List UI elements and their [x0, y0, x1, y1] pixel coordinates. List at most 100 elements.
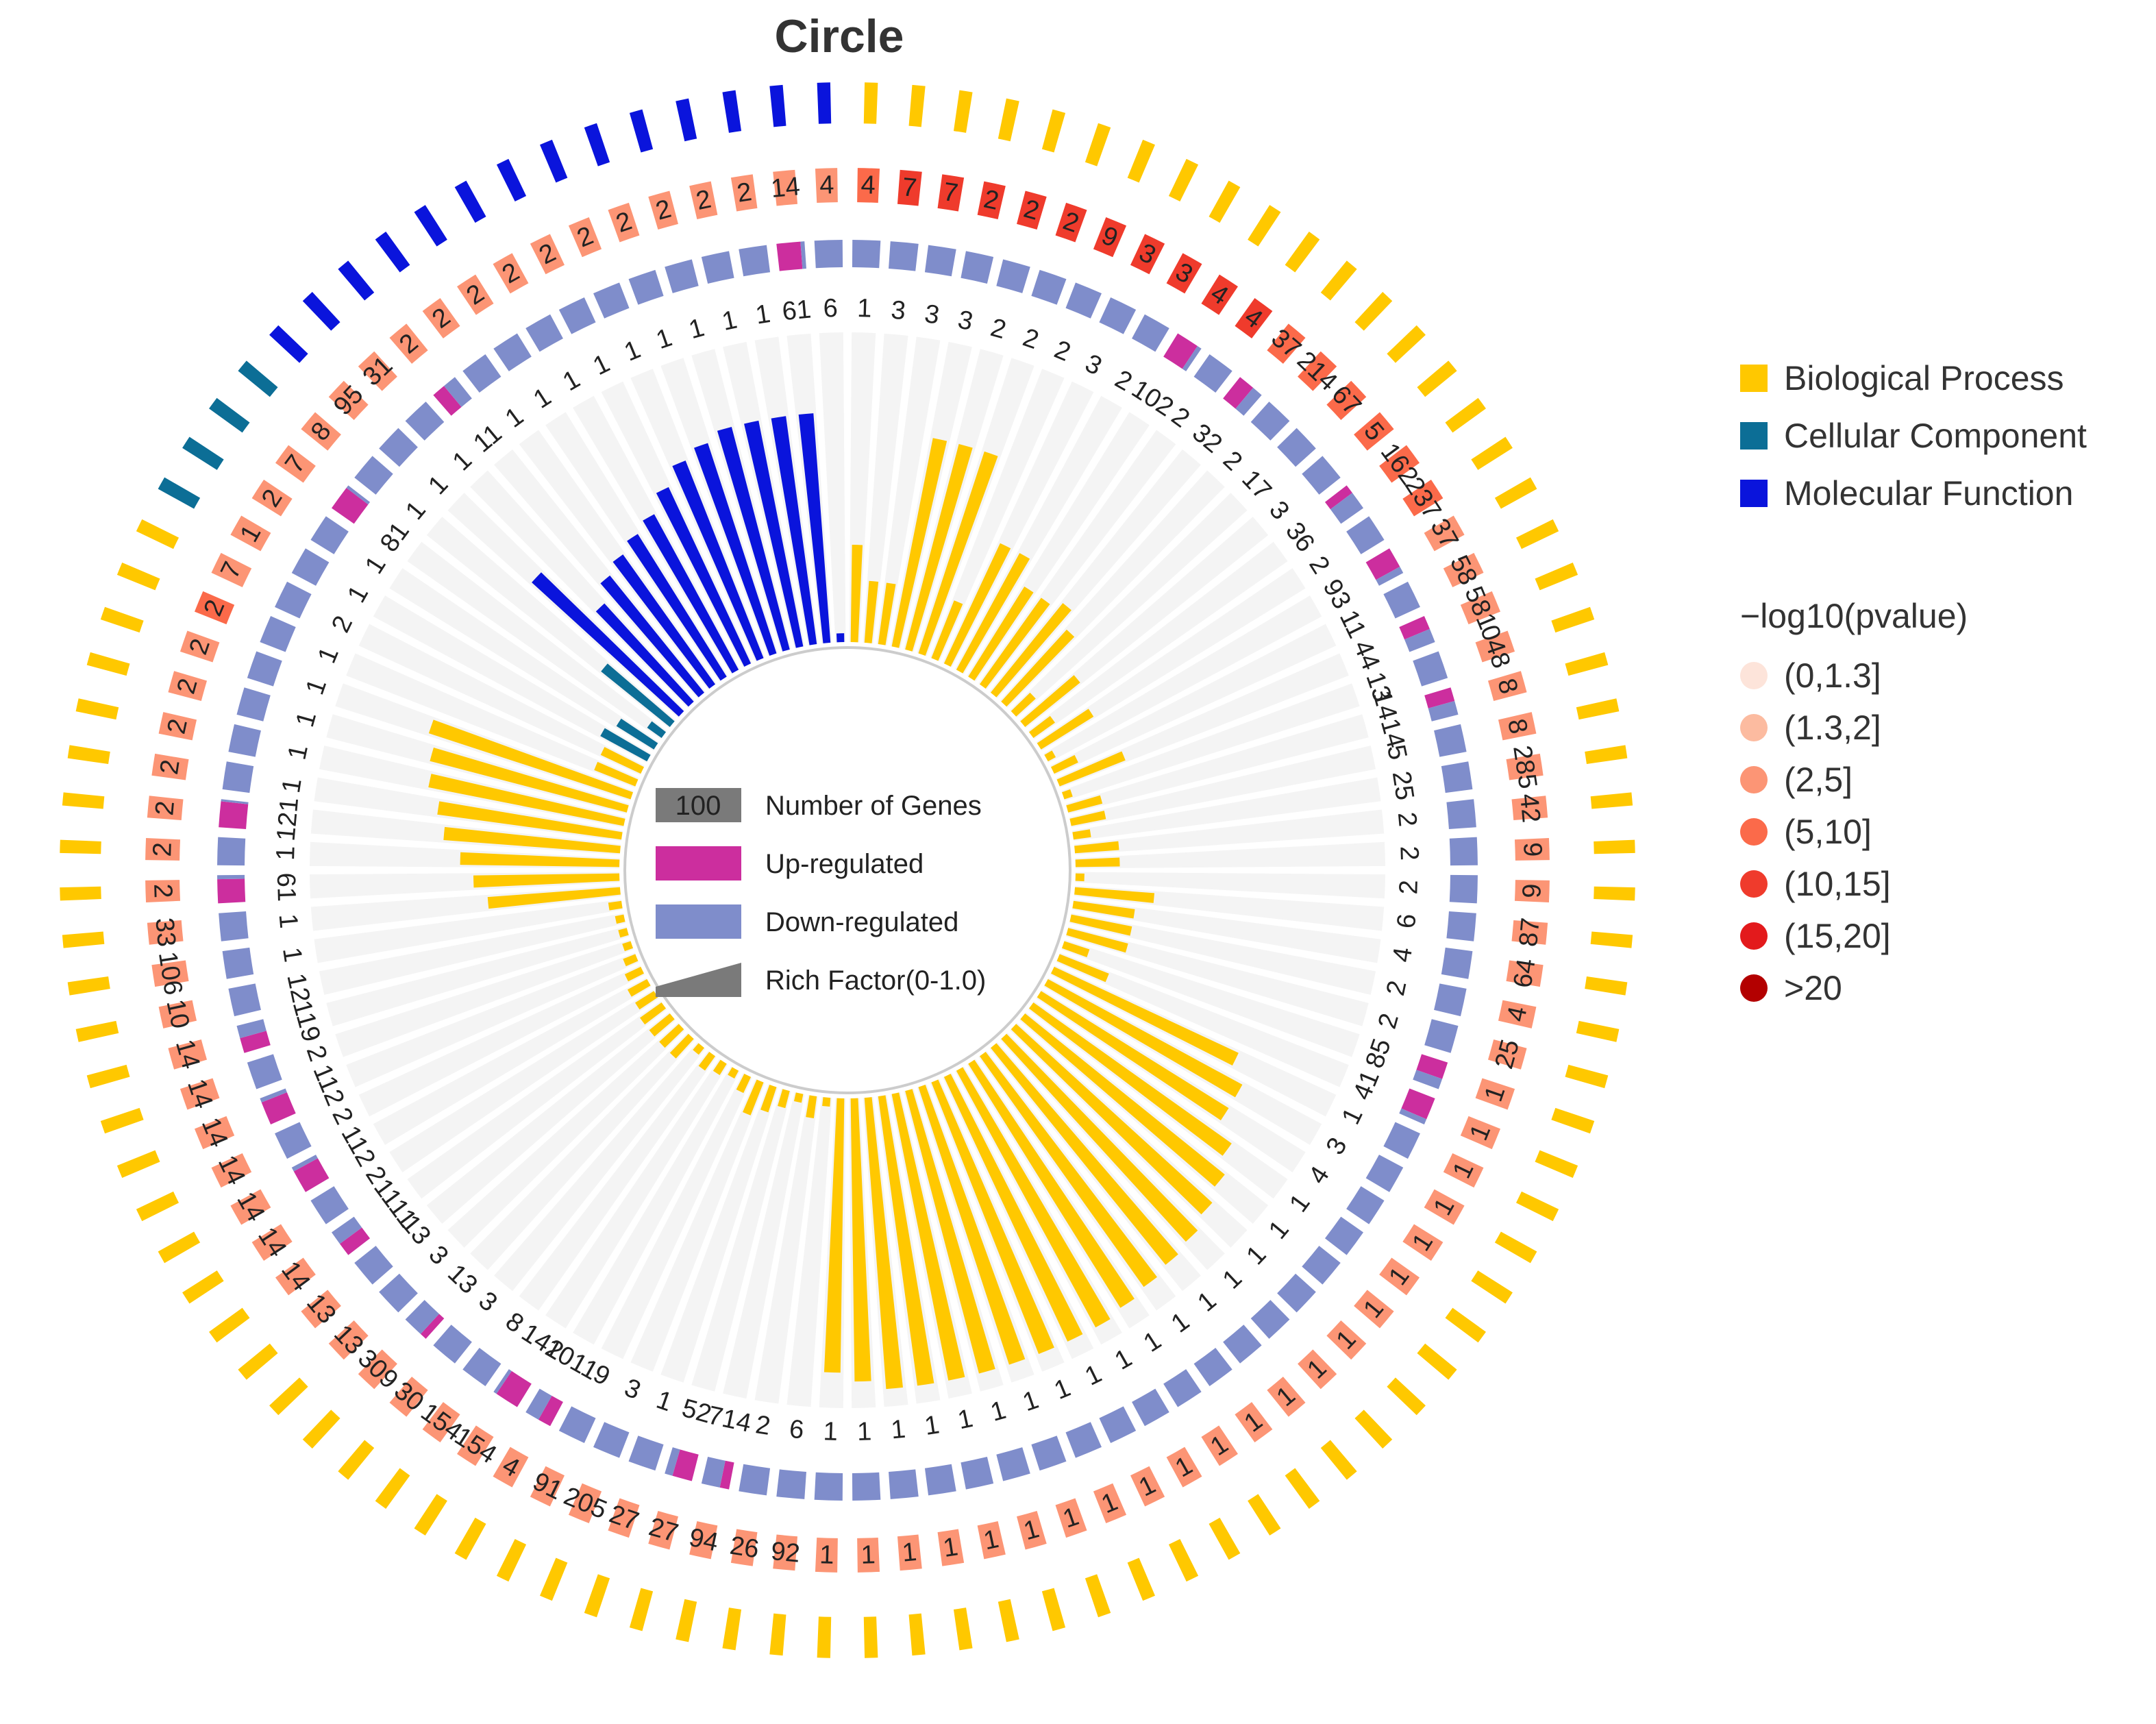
legend-label-mf: Molecular Function: [1784, 474, 2074, 513]
updown-label-79: 121: [272, 796, 305, 842]
down-segment-83: [247, 651, 282, 687]
ontology-segment-60: [454, 1517, 486, 1560]
ontology-segment-36: [1445, 1307, 1486, 1343]
rich-bar-80: [437, 801, 623, 840]
up-segment-56: [672, 1449, 699, 1481]
rich-bar-76: [487, 887, 621, 909]
pvalue-mark-33: [1443, 1153, 1484, 1188]
rich-bar-40: [991, 1043, 1178, 1265]
ontology-legend: Biological Process Cellular Component Mo…: [1740, 349, 2087, 522]
pvalue-mark-16: [1402, 480, 1443, 517]
ontology-segment-76: [62, 931, 105, 948]
down-segment-76: [219, 911, 249, 941]
track-60: [573, 1066, 740, 1345]
track-18: [1050, 624, 1337, 775]
down-segment-74: [228, 983, 261, 1017]
up-segment-69: [293, 1158, 330, 1192]
pvalue-label-5: (15,20]: [1784, 917, 1891, 955]
ontology-segment-72: [100, 1107, 144, 1134]
total-genes-label-18: 58: [1444, 551, 1483, 589]
ontology-segment-62: [375, 1468, 410, 1509]
total-genes-label-24: 42: [1514, 793, 1546, 824]
down-segment-80: [222, 761, 254, 793]
pvalue-label-2: (2,5]: [1784, 761, 1853, 799]
rich-bar-6: [931, 600, 963, 661]
updown-label-15: 36: [1280, 517, 1320, 558]
rich-bar-103: [836, 633, 845, 643]
pvalue-label-1: (1.3,2]: [1784, 709, 1881, 747]
updown-label-42: 1: [1139, 1326, 1167, 1358]
track-87: [389, 568, 659, 751]
ontology-segment-25: [1594, 839, 1635, 854]
center-legend: 100 Number of Genes Up-regulated Down-regul…: [656, 788, 986, 997]
pvalue-mark-40: [1267, 1377, 1306, 1417]
updown-label-74: 12: [281, 971, 315, 1005]
pvalue-mark-90: [328, 380, 369, 420]
pvalue-mark-46: [1055, 1498, 1087, 1538]
center-legend-genes-swatch: [656, 788, 741, 822]
track-23: [1072, 777, 1381, 841]
updown-label-13: 17: [1236, 465, 1277, 506]
updown-label-84: 1: [312, 643, 345, 667]
rich-bar-60: [728, 1067, 739, 1079]
down-segment-103: [814, 240, 843, 269]
ontology-segment-66: [238, 1343, 278, 1380]
ontology-segment-77: [60, 886, 101, 901]
pvalue-label-4: (10,15]: [1784, 865, 1891, 903]
down-segment-40: [1223, 1325, 1262, 1364]
total-genes-label-67: 14: [275, 1256, 316, 1296]
track-73: [326, 926, 630, 1026]
down-segment-62: [462, 1347, 501, 1387]
down-segment-4: [996, 259, 1030, 293]
down-segment-47: [996, 1447, 1030, 1481]
ontology-segment-96: [496, 158, 527, 202]
track-59: [601, 1073, 752, 1359]
down-segment-91: [405, 402, 445, 441]
down-segment-64: [405, 1300, 440, 1334]
down-segment-84: [260, 616, 296, 652]
down-segment-101: [739, 245, 771, 277]
ontology-segment-48: [998, 1599, 1019, 1642]
down-segment-49: [924, 1464, 956, 1496]
updown-label-49: 1: [923, 1410, 941, 1441]
up-segment-60: [538, 1395, 563, 1427]
rich-bar-70: [624, 966, 645, 982]
down-segment-90: [379, 428, 418, 467]
ontology-segment-93: [375, 232, 410, 273]
pvalue-mark-6: [1093, 217, 1127, 258]
ontology-segment-55: [676, 1599, 697, 1642]
ontology-segment-51: [863, 1616, 878, 1658]
rich-bar-49: [878, 1095, 934, 1386]
rich-bar-63: [693, 1043, 704, 1055]
total-genes-label-70: 14: [212, 1151, 251, 1190]
rich-bar-66: [649, 1013, 675, 1037]
updown-label-69: 112: [336, 1121, 381, 1171]
updown-label-28: 4: [1387, 946, 1418, 964]
ontology-segment-22: [1576, 698, 1620, 720]
ontology-segment-52: [817, 1616, 832, 1658]
ontology-segment-74: [75, 1020, 119, 1042]
rich-bar-84: [594, 761, 639, 787]
total-genes-label-91: 31: [358, 351, 399, 392]
rich-bar-46: [918, 1084, 1026, 1365]
ontology-segment-8: [1209, 180, 1241, 223]
down-segment-8: [1132, 314, 1169, 352]
ontology-segment-102: [769, 84, 786, 127]
down-segment-70: [275, 1122, 312, 1159]
down-segment-57: [628, 1436, 664, 1471]
legend-swatch-mf: [1740, 480, 1768, 507]
ontology-segment-71: [116, 1150, 160, 1178]
track-70: [358, 965, 645, 1117]
rich-bar-64: [669, 1033, 694, 1059]
ontology-segment-43: [1209, 1517, 1241, 1560]
pvalue-mark-10: [1235, 297, 1273, 338]
updown-label-35: 4: [1303, 1161, 1335, 1190]
pvalue-mark-25: [1514, 837, 1550, 861]
pvalue-mark-70: [211, 1153, 252, 1188]
pvalue-mark-21: [1487, 671, 1527, 701]
total-genes-label-26: 9: [1517, 883, 1547, 898]
track-28: [1072, 899, 1381, 963]
ontology-segment-0: [863, 82, 878, 124]
track-67: [407, 1001, 667, 1199]
down-segment-73: [236, 1019, 267, 1039]
